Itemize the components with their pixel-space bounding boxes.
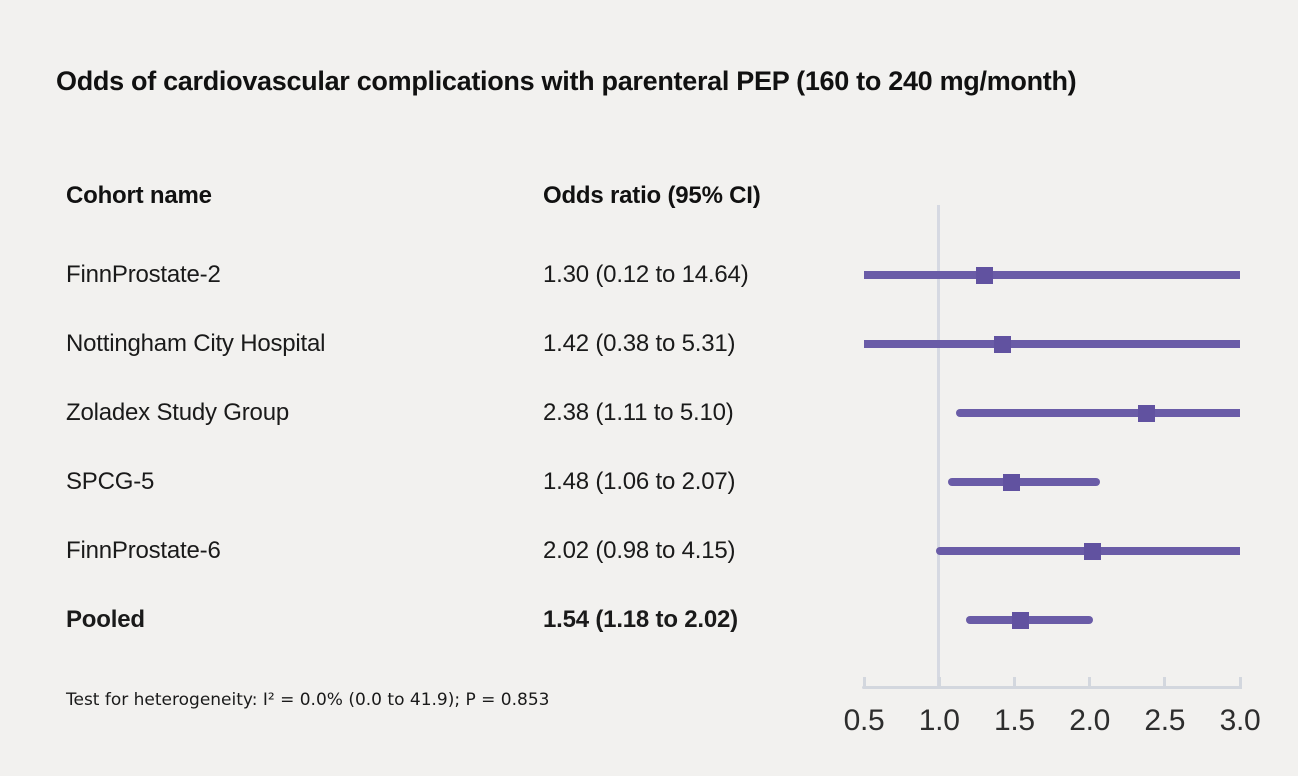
cohort-label: Pooled	[66, 606, 145, 633]
confidence-interval-line	[864, 271, 1240, 279]
confidence-interval-line	[966, 616, 1093, 624]
column-header-odds-ratio: Odds ratio (95% CI)	[543, 182, 761, 209]
odds-ratio-value: 1.54 (1.18 to 2.02)	[543, 606, 738, 633]
pooled-estimate-marker	[1011, 611, 1029, 629]
x-axis-tick-label: 1.5	[993, 704, 1035, 737]
reference-line-or-1	[937, 205, 940, 689]
x-axis-tick	[862, 677, 866, 689]
point-estimate-marker	[1002, 473, 1020, 491]
confidence-interval-line	[864, 340, 1240, 348]
x-axis-tick	[1088, 677, 1092, 689]
x-axis-tick	[1012, 677, 1016, 689]
point-estimate-marker	[975, 266, 993, 284]
odds-ratio-value: 2.38 (1.11 to 5.10)	[543, 399, 734, 426]
confidence-interval-line	[955, 409, 1240, 417]
column-header-cohort-name: Cohort name	[66, 182, 212, 209]
heterogeneity-footnote: Test for heterogeneity: I² = 0.0% (0.0 t…	[66, 690, 550, 710]
point-estimate-marker	[1138, 404, 1156, 422]
x-axis-tick-label: 2.5	[1144, 704, 1186, 737]
x-axis-line	[862, 686, 1242, 689]
x-axis-tick-label: 0.5	[843, 704, 885, 737]
x-axis-tick-label: 3.0	[1219, 704, 1261, 737]
cohort-label: SPCG-5	[66, 468, 155, 495]
chart-title: Odds of cardiovascular complications wit…	[56, 66, 1077, 96]
point-estimate-marker	[1084, 542, 1102, 560]
x-axis-tick	[1238, 677, 1242, 689]
x-axis-tick	[937, 677, 941, 689]
odds-ratio-value: 1.48 (1.06 to 2.07)	[543, 468, 736, 495]
odds-ratio-value: 1.30 (0.12 to 14.64)	[543, 261, 749, 288]
odds-ratio-value: 2.02 (0.98 to 4.15)	[543, 537, 736, 564]
confidence-interval-line	[948, 478, 1101, 486]
x-axis-tick-label: 1.0	[918, 704, 960, 737]
cohort-label: Nottingham City Hospital	[66, 330, 326, 357]
cohort-label: FinnProstate-6	[66, 537, 221, 564]
cohort-label: Zoladex Study Group	[66, 399, 289, 426]
x-axis-tick	[1163, 677, 1167, 689]
point-estimate-marker	[993, 335, 1011, 353]
cohort-label: FinnProstate-2	[66, 261, 221, 288]
odds-ratio-value: 1.42 (0.38 to 5.31)	[543, 330, 736, 357]
x-axis-tick-label: 2.0	[1069, 704, 1110, 737]
